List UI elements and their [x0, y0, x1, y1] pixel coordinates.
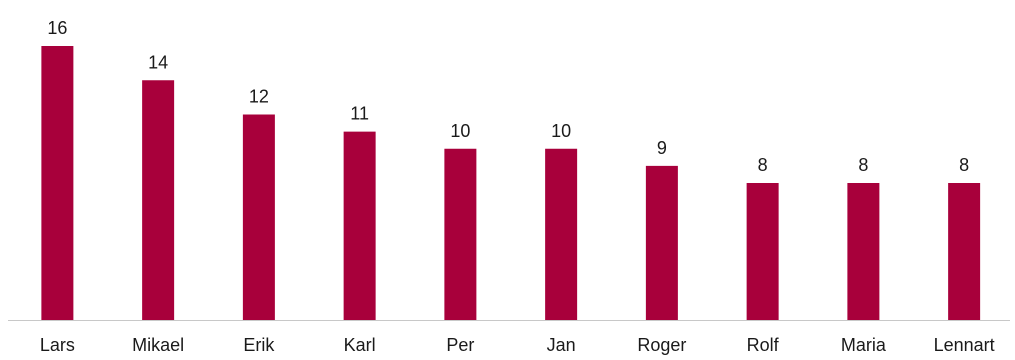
bar-maria [847, 183, 880, 320]
value-label-rolf: 8 [758, 155, 768, 175]
bar-lars [41, 46, 74, 320]
tick-label-jan: Jan [547, 335, 576, 355]
value-label-erik: 12 [249, 87, 269, 107]
bar-karl [343, 131, 376, 321]
bars-group [41, 46, 981, 321]
value-label-karl: 11 [350, 104, 369, 124]
tick-label-lars: Lars [40, 335, 75, 355]
bar-per [444, 148, 477, 320]
bar-erik [242, 114, 275, 320]
value-label-lennart: 8 [959, 155, 969, 175]
bar-mikael [142, 80, 175, 320]
value-label-lars: 16 [47, 18, 67, 38]
tick-label-karl: Karl [344, 335, 376, 355]
bar-rolf [746, 183, 779, 320]
bar-lennart [948, 183, 981, 320]
x-tick-labels-group: Lars Mikael Erik Karl Per Jan Roger Rolf Maria Le… [40, 335, 995, 355]
value-label-per: 10 [450, 121, 470, 141]
tick-label-erik: Erik [243, 335, 275, 355]
value-label-mikael: 14 [148, 52, 168, 72]
tick-label-maria: Maria [841, 335, 887, 355]
value-label-maria: 8 [858, 155, 868, 175]
value-labels-group: 16 14 12 11 10 10 9 8 8 8 [47, 18, 969, 175]
bar-jan [545, 148, 578, 320]
tick-label-mikael: Mikael [132, 335, 184, 355]
tick-label-roger: Roger [637, 335, 686, 355]
tick-label-rolf: Rolf [747, 335, 780, 355]
tick-label-per: Per [446, 335, 474, 355]
value-label-roger: 9 [657, 138, 667, 158]
tick-label-lennart: Lennart [934, 335, 995, 355]
bar-roger [645, 165, 678, 321]
value-label-jan: 10 [551, 121, 571, 141]
